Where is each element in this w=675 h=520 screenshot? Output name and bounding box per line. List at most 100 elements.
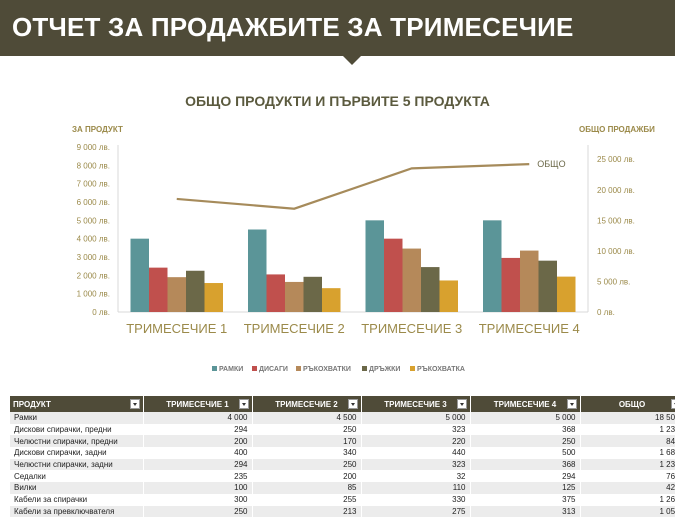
table-row: Челюстни спирачки, предни200170220250840 [10,435,675,448]
table-header-row: ПРОДУКТ ТРИМЕСЕЧИЕ 1 ТРИМЕСЕЧИЕ 2 ТРИМЕСЕЧИ… [10,396,675,412]
chart-title[interactable]: ОБЩО ПРОДУКТИ И ПЪРВИТЕ 5 ПРОДУКТА [185,93,490,109]
y2-axis-tick-label: 10 000 лв. [597,247,635,256]
column-header: ТРИМЕСЕЧИЕ 3 [361,396,471,412]
product-name-cell[interactable]: Дискови спирачки, задни [10,447,144,459]
product-name-cell[interactable]: Кабели за превключвателя [10,505,144,518]
product-name-cell[interactable]: Челюстни спирачки, задни [10,458,144,471]
value-cell[interactable]: 4 000 [143,412,253,424]
product-name-cell[interactable]: Седалки [10,470,144,483]
value-cell[interactable]: 294 [143,458,253,471]
product-name-cell[interactable]: Челюстни спирачки, предни [10,435,144,448]
x-axis-category-label: ТРИМЕСЕЧИЕ 4 [479,321,580,336]
value-cell[interactable]: 125 [470,482,581,494]
product-name-cell[interactable]: Рамки [10,412,144,424]
column-header-label: ТРИМЕСЕЧИЕ 3 [384,399,447,409]
filter-dropdown-icon[interactable] [566,399,577,409]
value-cell[interactable]: 368 [470,458,581,471]
value-cell[interactable]: 250 [252,423,362,436]
y2-axis-tick-label: 0 лв. [597,308,615,317]
right-axis-title[interactable]: ОБЩО ПРОДАЖБИ [579,125,655,134]
total-line-label: ОБЩО [537,159,565,169]
value-cell[interactable]: 275 [361,505,471,518]
bar-0-2 [167,277,186,312]
report-title: ОТЧЕТ ЗА ПРОДАЖБИТЕ ЗА ТРИМЕСЕЧИЕ [12,12,574,42]
filter-dropdown-icon[interactable] [456,399,467,409]
y-axis-tick-label: 8 000 лв. [77,161,110,170]
value-cell[interactable]: 440 [361,447,471,459]
value-cell[interactable]: 100 [143,482,253,494]
y2-axis-tick-label: 5 000 лв. [597,277,630,286]
bar-3-4 [557,276,576,312]
value-cell[interactable]: 375 [470,493,581,506]
sales-table: ПРОДУКТ ТРИМЕСЕЧИЕ 1 ТРИМЕСЕЧИЕ 2 ТРИМЕСЕЧИ… [10,396,675,518]
value-cell[interactable]: 323 [361,423,471,436]
value-cell[interactable]: 5 000 [470,412,581,424]
bar-2-4 [439,280,458,312]
value-cell[interactable]: 110 [361,482,471,494]
filter-dropdown-icon[interactable] [670,399,675,409]
value-cell[interactable]: 213 [252,505,362,518]
value-cell[interactable]: 294 [143,423,253,436]
product-name-cell[interactable]: Дискови спирачки, предни [10,423,144,436]
value-cell[interactable]: 368 [470,423,581,436]
table-row: Дискови спирачки, предни 294 250 323 368 1 23… [10,423,675,436]
value-cell[interactable]: 255 [252,493,362,506]
value-cell[interactable]: 840 [580,435,675,448]
value-cell[interactable]: 1 235 [580,458,675,471]
y2-axis-tick-label: 15 000 лв. [597,216,635,225]
value-cell[interactable]: 200 [143,435,253,448]
product-name-cell[interactable]: Кабели за спирачки [10,493,144,506]
left-axis-title[interactable]: ЗА ПРОДУКТ [72,125,123,134]
product-name-cell[interactable]: Вилки [10,482,144,494]
value-cell[interactable]: 330 [361,493,471,506]
value-cell[interactable]: 170 [252,435,362,448]
value-cell[interactable]: 1 680 [580,447,675,459]
value-cell[interactable]: 294 [470,470,581,483]
value-cell[interactable]: 4 500 [252,412,362,424]
sales-chart[interactable]: 0 лв. 1 000 лв. 2 000 лв. 3 000 лв. 4 000 лв… [0,0,675,390]
bar-3-3 [538,260,557,312]
filter-dropdown-icon[interactable] [238,399,249,409]
value-cell[interactable]: 85 [252,482,362,494]
value-cell[interactable]: 400 [143,447,253,459]
value-cell[interactable]: 323 [361,458,471,471]
value-cell[interactable]: 1 050 [580,505,675,518]
value-cell[interactable]: 1 235 [580,423,675,436]
value-cell[interactable]: 300 [143,493,253,506]
bar-2-0 [365,220,384,312]
bar-3-0 [483,220,502,312]
value-cell[interactable]: 5 000 [361,412,471,424]
filter-dropdown-icon[interactable] [347,399,358,409]
value-cell[interactable]: 420 [580,482,675,494]
total-sales-line [176,163,530,210]
value-cell[interactable]: 200 [252,470,362,483]
value-cell[interactable]: 500 [470,447,581,459]
bar-0-4 [204,283,223,312]
x-axis-category-label: ТРИМЕСЕЧИЕ 3 [361,321,462,336]
value-cell[interactable]: 1 260 [580,493,675,506]
value-cell[interactable]: 250 [470,435,581,448]
bar-1-4 [322,288,341,312]
table-row: Челюстни спирачки, задни 294 250 323 368 1 23… [10,458,675,471]
value-cell[interactable]: 18 500 [580,412,675,424]
bar-0-1 [149,267,168,312]
sales-table-container: ПРОДУКТ ТРИМЕСЕЧИЕ 1 ТРИМЕСЕЧИЕ 2 ТРИМЕСЕЧИ… [10,396,675,518]
table-row: Вилки10085110125420 [10,482,675,494]
value-cell[interactable]: 250 [143,505,253,518]
filter-dropdown-icon[interactable] [129,399,140,409]
bar-0-3 [186,270,205,312]
value-cell[interactable]: 32 [361,470,471,483]
legend-label: ДРЪЖКИ [369,366,400,373]
bar-3-2 [520,250,539,312]
y-axis-tick-label: 7 000 лв. [77,180,110,189]
value-cell[interactable]: 313 [470,505,581,518]
value-cell[interactable]: 340 [252,447,362,459]
legend-swatch [410,366,415,371]
value-cell[interactable]: 250 [252,458,362,471]
value-cell[interactable]: 220 [361,435,471,448]
value-cell[interactable]: 761 [580,470,675,483]
value-cell[interactable]: 235 [143,470,253,483]
column-header: ОБЩО [580,396,675,412]
